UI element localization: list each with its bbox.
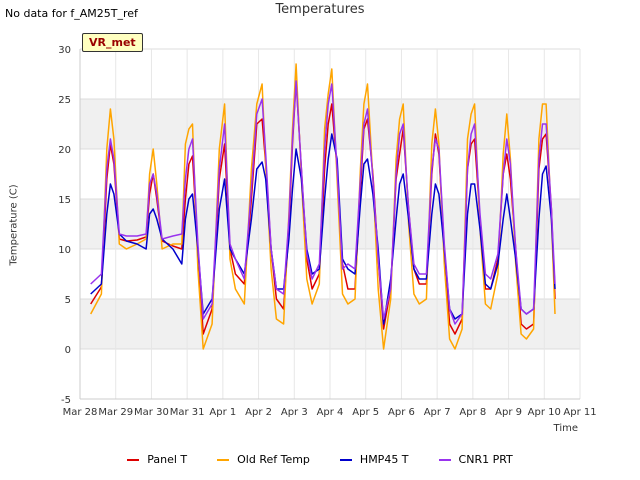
legend-item: CNR1 PRT [438, 453, 513, 466]
series-line-cnr1-prt [90, 80, 556, 325]
x-tick-label: Mar 30 [134, 407, 169, 418]
legend-label: HMP45 T [359, 453, 409, 466]
x-tick-label: Mar 28 [63, 407, 98, 418]
y-tick-label: 30 [58, 45, 71, 56]
y-axis-ticks: -5 0 5 10 15 20 25 30 [58, 45, 71, 406]
y-tick-label: 20 [58, 145, 71, 156]
x-tick-label: Apr 6 [388, 407, 415, 418]
legend-label: Old Ref Temp [237, 453, 310, 466]
y-tick-label: 15 [58, 195, 71, 206]
legend-item: Panel T [127, 453, 187, 466]
y-tick-label: -5 [61, 395, 71, 406]
x-tick-label: Apr 8 [459, 407, 486, 418]
site-badge: VR_met [82, 33, 143, 52]
x-tick-label: Apr 5 [352, 407, 379, 418]
y-tick-label: 0 [65, 345, 71, 356]
series-lines [90, 63, 556, 350]
x-tick-label: Apr 1 [209, 407, 236, 418]
y-tick-label: 5 [65, 295, 71, 306]
legend: Panel T Old Ref Temp HMP45 T CNR1 PRT [0, 453, 640, 466]
x-tick-label: Apr 3 [281, 407, 308, 418]
x-tick-label: Apr 4 [317, 407, 344, 418]
legend-item: HMP45 T [339, 453, 409, 466]
legend-item: Old Ref Temp [217, 453, 310, 466]
legend-swatch [217, 458, 230, 461]
y-tick-label: 10 [58, 245, 71, 256]
x-tick-label: Apr 10 [528, 407, 561, 418]
x-tick-label: Mar 31 [170, 407, 205, 418]
legend-swatch [127, 458, 140, 461]
x-tick-label: Apr 11 [563, 407, 596, 418]
x-axis-ticks: Mar 28 Mar 29 Mar 30 Mar 31 Apr 1 Apr 2 Apr 3 A… [63, 407, 597, 418]
legend-label: CNR1 PRT [458, 453, 513, 466]
x-tick-label: Apr 2 [245, 407, 272, 418]
x-tick-label: Apr 9 [495, 407, 522, 418]
legend-label: Panel T [147, 453, 188, 466]
plot-frame [79, 49, 580, 400]
legend-swatch [438, 458, 451, 461]
y-tick-label: 25 [58, 95, 71, 106]
chart-title: Temperatures [275, 2, 365, 17]
x-tick-label: Apr 7 [424, 407, 451, 418]
x-axis-label: Time [553, 423, 578, 434]
x-tick-label: Mar 29 [98, 407, 133, 418]
legend-swatch [339, 458, 352, 461]
no-data-message: No data for f_AM25T_ref [5, 7, 138, 20]
